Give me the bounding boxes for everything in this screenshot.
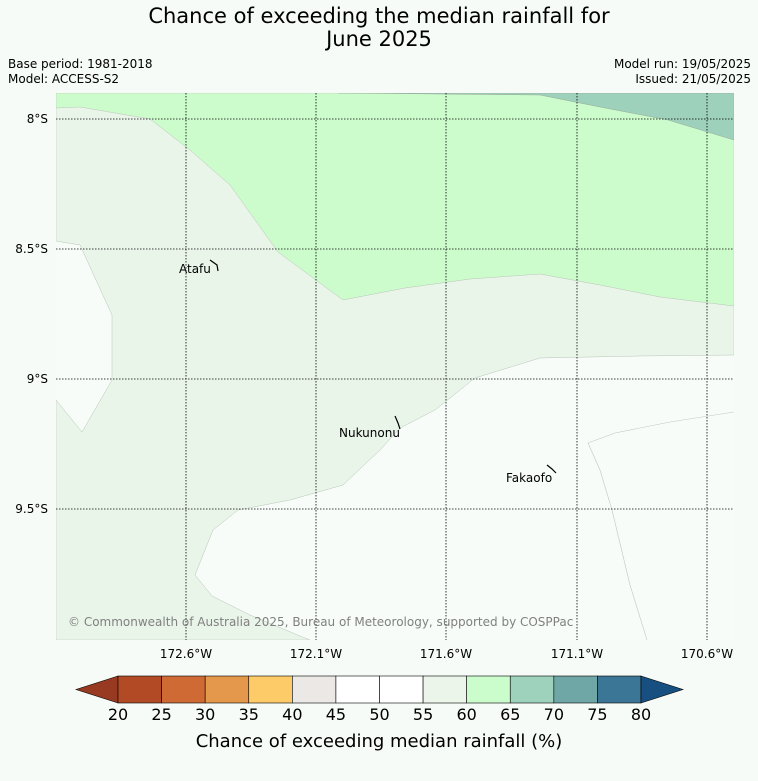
colorbar-segment <box>161 675 206 704</box>
title-line-2: June 2025 <box>326 27 432 51</box>
atoll-nukunonu-shape <box>394 415 401 430</box>
base-period: Base period: 1981-2018 <box>8 57 153 71</box>
colorbar-tick-label: 70 <box>544 705 564 724</box>
colorbar-segment <box>509 675 555 704</box>
lat-label: 9.5°S <box>15 502 48 516</box>
issued-date: Issued: 21/05/2025 <box>635 72 751 86</box>
colorbar-segment <box>597 675 642 704</box>
colorbar-segment <box>248 675 293 704</box>
chart-title: Chance of exceeding the median rainfall … <box>0 5 758 51</box>
colorbar-tick-label: 50 <box>369 705 389 724</box>
place-label-nukunonu: Nukunonu <box>339 426 400 440</box>
colorbar-tick-label: 55 <box>413 705 433 724</box>
colorbar-segment <box>422 675 467 704</box>
title-line-1: Chance of exceeding the median rainfall … <box>148 4 610 28</box>
colorbar-segment <box>117 675 162 704</box>
colorbar: 20 25 30 35 40 45 50 55 60 65 70 75 80 Chance of exc… <box>75 675 684 752</box>
colorbar-label: Chance of exceeding median rainfall (%) <box>196 731 563 752</box>
colorbar-tick-label: 45 <box>326 705 346 724</box>
atoll-atafu-shape <box>209 259 219 272</box>
colorbar-segment <box>553 675 598 704</box>
lat-label: 8°S <box>27 112 48 126</box>
colorbar-segment <box>335 675 380 704</box>
place-label-fakaofo: Fakaofo <box>506 471 552 485</box>
colorbar-ticks: 20 25 30 35 40 45 50 55 60 65 70 75 80 <box>108 705 651 724</box>
model-run: Model run: 19/05/2025 <box>613 57 751 71</box>
colorbar-tick-label: 80 <box>631 705 651 724</box>
colorbar-tick-label: 20 <box>108 705 128 724</box>
lon-label: 170.6°W <box>681 647 733 661</box>
colorbar-tick-label: 25 <box>151 705 171 724</box>
colorbar-tick-label: 40 <box>282 705 302 724</box>
lon-label: 171.6°W <box>420 647 472 661</box>
colorbar-over-arrow <box>640 675 684 704</box>
map-area <box>56 93 734 640</box>
colorbar-tick-label: 35 <box>239 705 259 724</box>
colorbar-segment <box>379 675 424 704</box>
lon-labels: 172.6°W 172.1°W 171.6°W 171.1°W 170.6°W <box>160 647 733 661</box>
atoll-fakaofo-shape <box>546 464 557 474</box>
colorbar-segment <box>204 675 250 704</box>
atoll-fakaofo: Fakaofo <box>506 464 557 485</box>
region-60-65 <box>56 93 734 307</box>
colorbar-under-arrow <box>75 675 119 704</box>
lat-label: 9°S <box>27 372 48 386</box>
lon-label: 172.6°W <box>160 647 212 661</box>
place-label-atafu: Atafu <box>179 262 211 276</box>
colorbar-segments <box>117 675 642 704</box>
meta-right: Model run: 19/05/2025 Issued: 21/05/2025 <box>614 57 751 87</box>
meta-left: Base period: 1981-2018 Model: ACCESS-S2 <box>8 57 153 87</box>
lat-labels: 8°S 8.5°S 9°S 9.5°S <box>15 112 48 516</box>
copyright-notice: © Commonwealth of Australia 2025, Bureau… <box>68 615 573 629</box>
lon-label: 172.1°W <box>290 647 342 661</box>
atoll-atafu: Atafu <box>179 259 219 276</box>
graticule <box>56 93 734 640</box>
colorbar-segment <box>292 675 337 704</box>
colorbar-tick-label: 30 <box>195 705 215 724</box>
region-65-70 <box>337 93 734 141</box>
atoll-nukunonu: Nukunonu <box>339 415 401 440</box>
region-boundary-line <box>587 411 734 640</box>
colorbar-tick-label: 75 <box>587 705 607 724</box>
colorbar-segment <box>466 675 511 704</box>
colorbar-tick-label: 60 <box>456 705 476 724</box>
lon-label: 171.1°W <box>551 647 603 661</box>
colorbar-tick-label: 65 <box>500 705 520 724</box>
model-name: Model: ACCESS-S2 <box>8 72 120 86</box>
lat-label: 8.5°S <box>15 242 48 256</box>
